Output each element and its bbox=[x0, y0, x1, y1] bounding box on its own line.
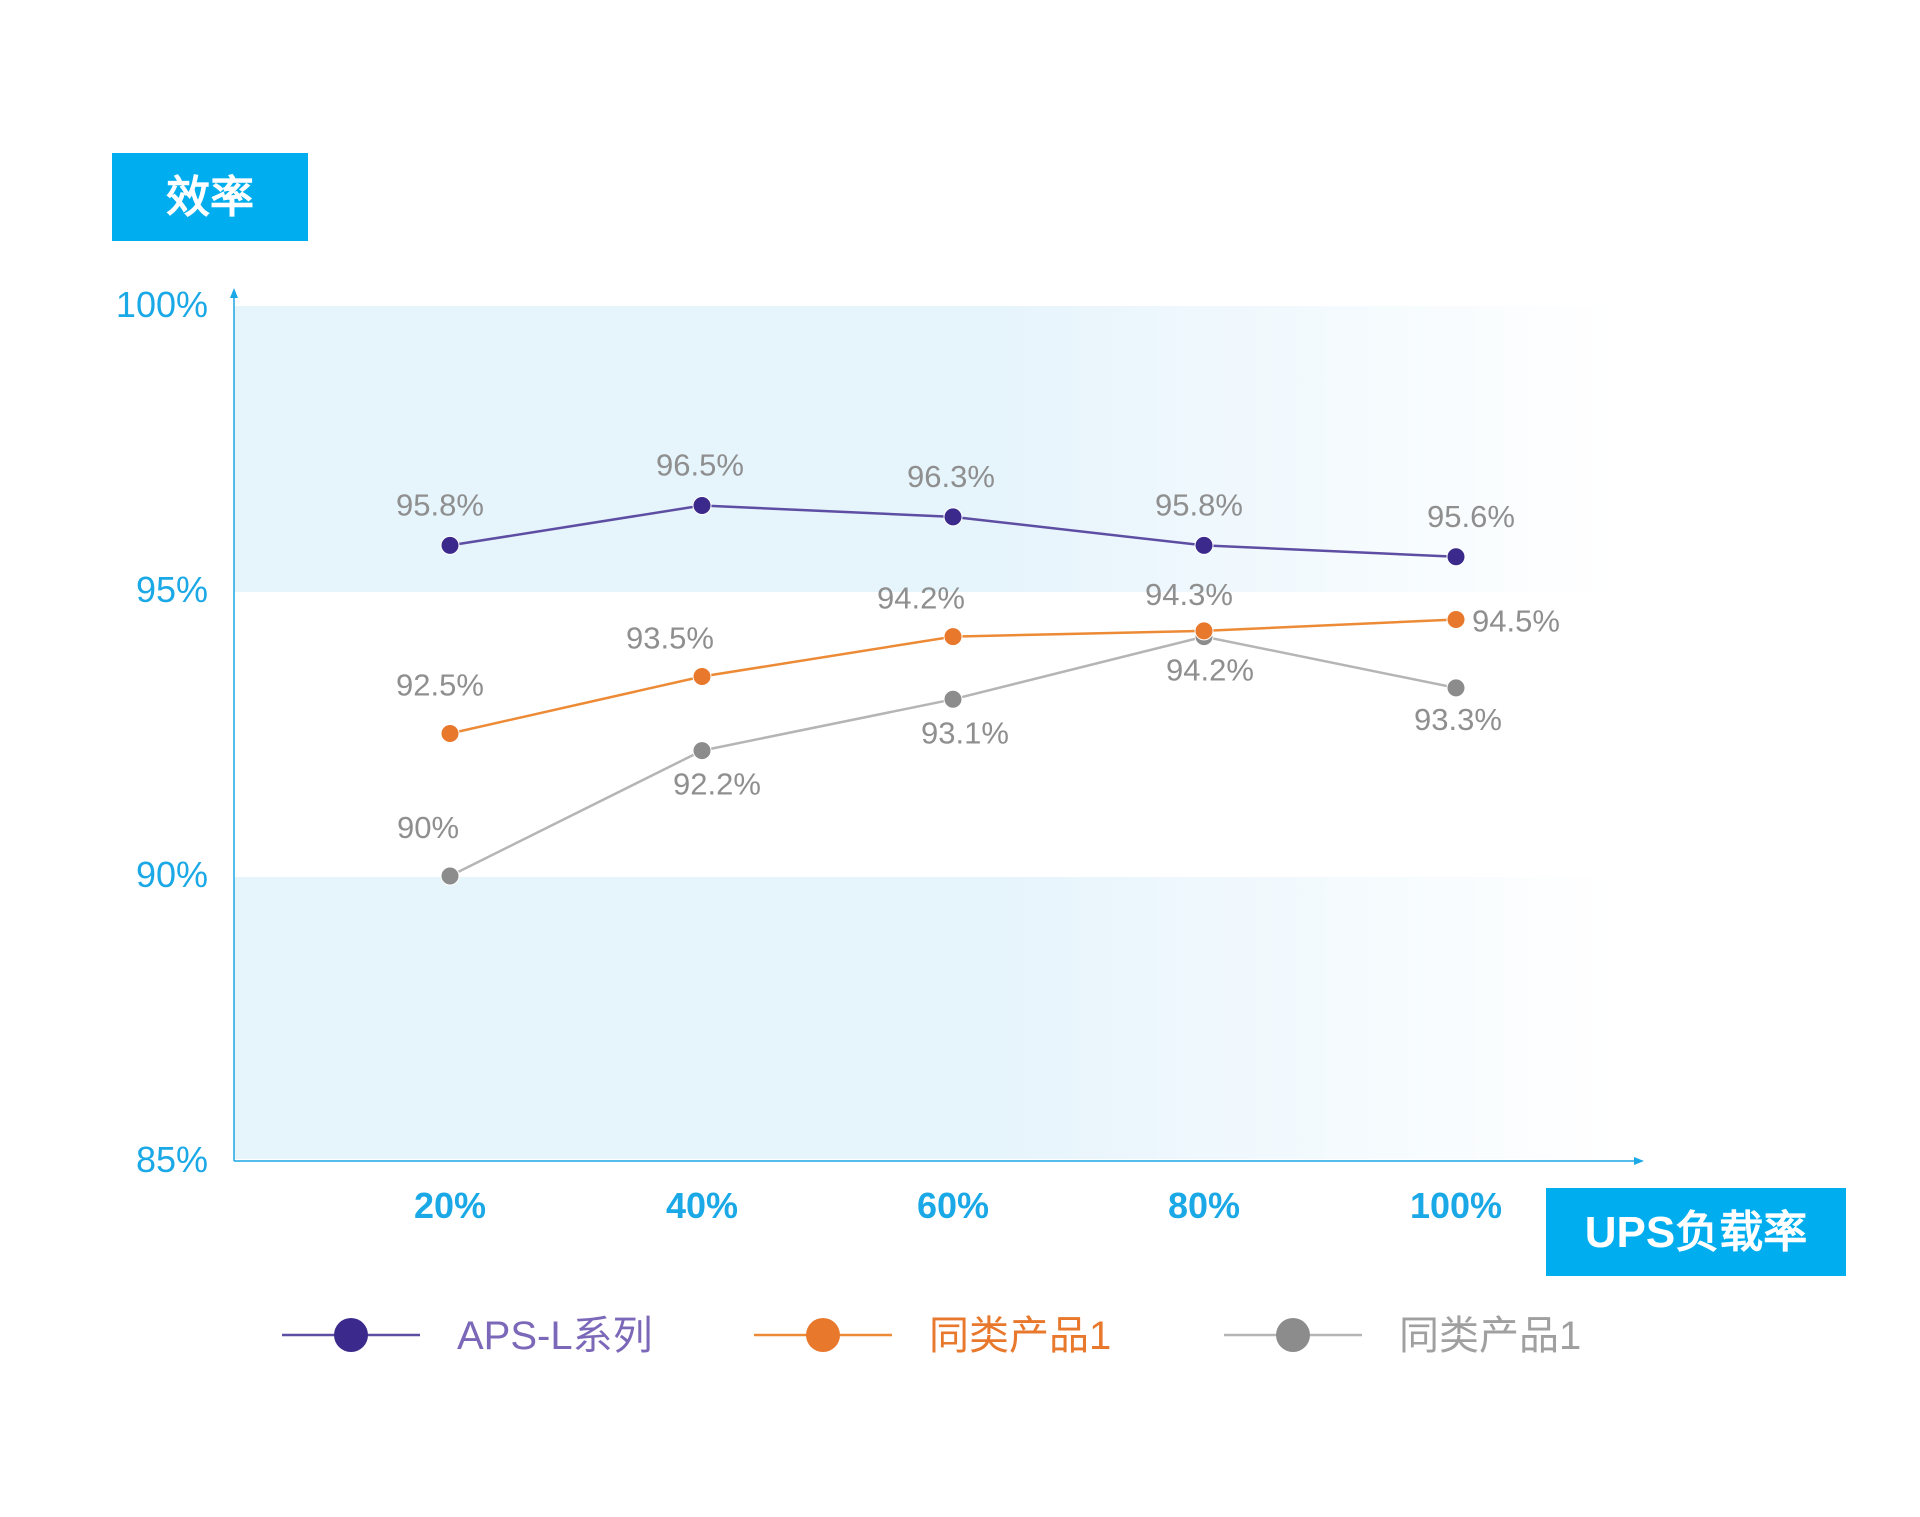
data-point bbox=[1194, 621, 1214, 641]
data-point bbox=[692, 667, 712, 686]
y-tick-label: 90% bbox=[136, 854, 208, 895]
data-point bbox=[440, 866, 460, 886]
data-point bbox=[943, 689, 963, 709]
legend-label: 同类产品1 bbox=[1399, 1314, 1581, 1358]
data-label: 90% bbox=[397, 810, 459, 845]
data-point bbox=[943, 507, 963, 527]
data-label: 93.3% bbox=[1414, 702, 1502, 737]
x-axis-arrow bbox=[1634, 1157, 1644, 1165]
band-lower bbox=[234, 877, 1614, 1159]
y-tick-label: 85% bbox=[136, 1139, 208, 1180]
y-tick-label: 100% bbox=[116, 284, 208, 325]
data-point bbox=[440, 724, 460, 743]
legend-item: 同类产品1 bbox=[1224, 1314, 1581, 1358]
axes bbox=[230, 288, 1644, 1165]
data-label: 95.8% bbox=[1155, 487, 1243, 522]
y-axis-title-box: 效率 bbox=[112, 153, 308, 241]
x-tick-label: 60% bbox=[917, 1185, 989, 1226]
data-label: 95.6% bbox=[1427, 499, 1515, 534]
data-label: 92.5% bbox=[396, 668, 484, 703]
y-tick-labels: 100% 95% 90% 85% bbox=[116, 284, 208, 1180]
data-label: 94.2% bbox=[877, 581, 965, 616]
data-label: 93.1% bbox=[921, 715, 1009, 750]
data-label: 94.3% bbox=[1145, 577, 1233, 612]
legend-item: 同类产品1 bbox=[754, 1314, 1111, 1358]
x-axis-title: UPS负载率 bbox=[1585, 1208, 1807, 1257]
data-point bbox=[692, 741, 712, 761]
series-layer: 95.8% 96.5% 96.3% 95.8% 95.6% 92.5% 93.5% 94.2%… bbox=[396, 448, 1560, 886]
x-tick-label: 100% bbox=[1410, 1185, 1502, 1226]
data-point bbox=[943, 627, 963, 647]
band-upper bbox=[234, 306, 1614, 592]
data-point bbox=[440, 535, 460, 555]
legend-label: 同类产品1 bbox=[929, 1314, 1111, 1358]
data-point bbox=[1446, 610, 1466, 629]
x-tick-labels: 20% 40% 60% 80% 100% bbox=[414, 1185, 1502, 1226]
legend-marker bbox=[334, 1318, 368, 1352]
data-label: 95.8% bbox=[396, 487, 484, 522]
data-label: 96.5% bbox=[656, 448, 744, 483]
data-point bbox=[692, 496, 712, 515]
x-tick-label: 80% bbox=[1168, 1185, 1240, 1226]
data-label: 96.3% bbox=[907, 459, 995, 494]
data-label: 92.2% bbox=[673, 767, 761, 802]
data-point bbox=[1446, 547, 1466, 567]
data-point bbox=[1446, 678, 1466, 698]
data-point bbox=[1194, 535, 1214, 555]
x-axis-title-box: UPS负载率 bbox=[1546, 1188, 1846, 1276]
y-axis-arrow bbox=[230, 288, 238, 298]
y-tick-label: 95% bbox=[136, 569, 208, 610]
y-axis-title: 效率 bbox=[166, 173, 254, 222]
series-line bbox=[449, 635, 1457, 878]
legend-item: APS-L系列 bbox=[282, 1314, 653, 1358]
data-label: 93.5% bbox=[626, 621, 714, 656]
legend-label: APS-L系列 bbox=[457, 1314, 653, 1358]
x-tick-label: 20% bbox=[414, 1185, 486, 1226]
legend-marker bbox=[1276, 1318, 1310, 1352]
data-label: 94.5% bbox=[1472, 604, 1560, 639]
x-tick-label: 40% bbox=[666, 1185, 738, 1226]
data-label: 94.2% bbox=[1166, 653, 1254, 688]
legend: APS-L系列 同类产品1 同类产品1 bbox=[282, 1314, 1581, 1358]
legend-marker bbox=[806, 1318, 840, 1352]
